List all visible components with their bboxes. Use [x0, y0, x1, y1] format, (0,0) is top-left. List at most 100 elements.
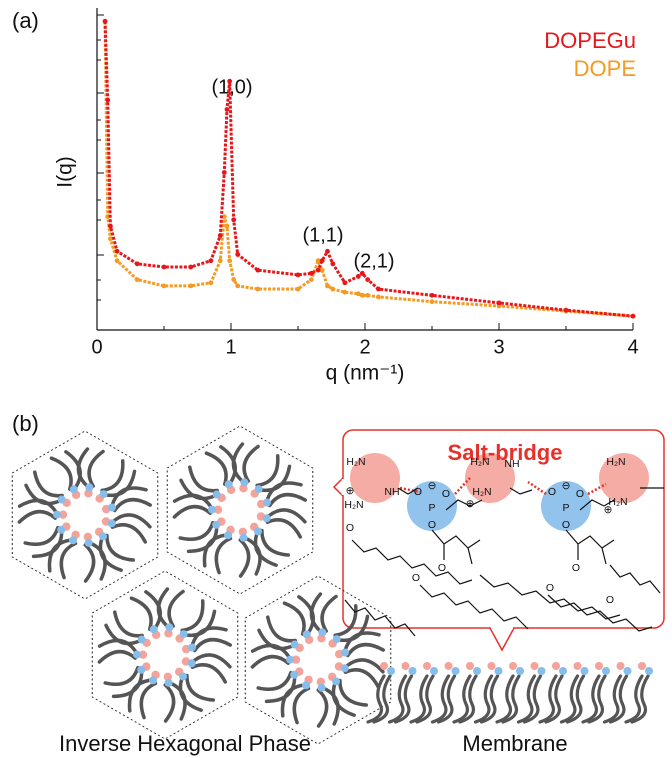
- lipid-head: [638, 662, 646, 670]
- lipid-head: [341, 664, 349, 672]
- lipid-tail: [258, 673, 291, 690]
- pointer: [490, 628, 514, 650]
- data-point: [235, 284, 240, 289]
- lipid-head: [286, 656, 294, 664]
- data-point: [309, 277, 314, 282]
- data-point: [235, 252, 240, 257]
- data-point: [115, 249, 120, 254]
- lipid-tail: [240, 540, 248, 576]
- lipid-head: [57, 526, 65, 534]
- chem-label: H₂N: [470, 456, 489, 468]
- figure: (a) (b) Salt-bridgeH₂NNHH₂N⊕H₂NNHH₂N⊕H₂N…: [0, 0, 672, 758]
- lipid-head: [495, 667, 503, 675]
- lipid-head: [133, 651, 141, 659]
- lipid-tail: [262, 530, 288, 555]
- chem-label: O: [606, 594, 614, 606]
- x-tick-label: 2: [359, 336, 370, 358]
- lipid-head: [318, 628, 326, 636]
- data-point: [356, 274, 361, 279]
- data-point: [564, 308, 569, 313]
- lipid-head: [318, 684, 326, 692]
- lipid-tail: [141, 683, 155, 717]
- lipid-tail: [244, 447, 258, 482]
- data-point: [255, 287, 260, 292]
- lipid-head: [69, 536, 77, 544]
- lipid-head: [213, 491, 221, 499]
- lipid-head: [225, 480, 233, 488]
- lipid-tail: [112, 525, 145, 542]
- chem-label: O: [548, 486, 556, 498]
- lipid-head: [466, 662, 474, 670]
- lipid-head: [149, 676, 157, 684]
- lipid-tail: [322, 597, 336, 632]
- lipid-head: [85, 483, 93, 491]
- lipid-head: [263, 514, 271, 522]
- lipid-tail: [348, 645, 384, 656]
- x-tick-label: 0: [91, 336, 102, 358]
- lipid-tail: [99, 652, 135, 662]
- lipid-tail: [284, 603, 304, 634]
- y-axis-label: I(q): [54, 156, 77, 188]
- chem-label: O: [428, 519, 436, 531]
- data-point: [330, 287, 335, 292]
- data-point: [227, 258, 232, 263]
- lipid-head: [70, 485, 78, 493]
- data-point: [365, 293, 370, 298]
- data-point: [497, 301, 502, 306]
- data-point: [343, 280, 348, 285]
- x-tick-label: 4: [627, 336, 638, 358]
- lipid-tail: [318, 690, 326, 726]
- lipid-tail: [257, 456, 278, 486]
- lipid-tail: [340, 680, 366, 705]
- data-point: [330, 261, 335, 266]
- data-point: [225, 224, 230, 229]
- lipid-tail: [107, 535, 133, 560]
- data-point: [135, 277, 140, 282]
- lipid-tail: [476, 676, 492, 722]
- lipid-head: [430, 667, 438, 675]
- data-point: [296, 272, 301, 277]
- lipid-tail: [25, 528, 58, 545]
- data-point: [103, 19, 108, 24]
- panel-label: (b): [12, 411, 39, 436]
- chem-label: NH: [504, 458, 519, 470]
- peak-annotation: (1,0): [211, 76, 252, 98]
- lipid-head: [208, 506, 216, 514]
- data-point: [343, 290, 348, 295]
- lipid-head: [108, 503, 116, 511]
- data-point: [320, 258, 325, 263]
- lipid-head: [188, 643, 196, 651]
- lipid-head: [473, 667, 481, 675]
- lipid-head: [602, 667, 610, 675]
- lipid-head: [138, 636, 146, 644]
- lipid-tail: [497, 676, 513, 722]
- lipid-head: [574, 662, 582, 670]
- chem-label: H₂N: [346, 456, 365, 468]
- lipid-tail: [78, 449, 87, 485]
- data-point: [231, 217, 236, 222]
- lipid-tail: [51, 458, 71, 489]
- lipid-tail: [19, 512, 55, 522]
- lipid-head: [409, 667, 417, 675]
- chem-label: O: [346, 522, 354, 534]
- data-point: [296, 287, 301, 292]
- data-point: [162, 265, 167, 270]
- data-point: [108, 224, 113, 229]
- lipid-tail: [233, 444, 242, 480]
- lipid-tail: [454, 676, 470, 722]
- data-point: [115, 258, 120, 263]
- lipid-tail: [252, 657, 288, 667]
- lipid-head: [509, 662, 517, 670]
- lipid-head: [180, 630, 188, 638]
- lipid-head: [212, 521, 220, 529]
- data-point: [225, 107, 230, 112]
- lipid-head: [617, 662, 625, 670]
- lipid-head: [188, 659, 196, 667]
- chem-label: O: [414, 486, 422, 498]
- x-axis-label: q (nm⁻¹): [326, 362, 405, 385]
- data-point: [162, 284, 167, 289]
- lipid-tail: [131, 598, 151, 629]
- lipid-head: [290, 671, 298, 679]
- data-point: [376, 295, 381, 300]
- lipid-head: [303, 630, 311, 638]
